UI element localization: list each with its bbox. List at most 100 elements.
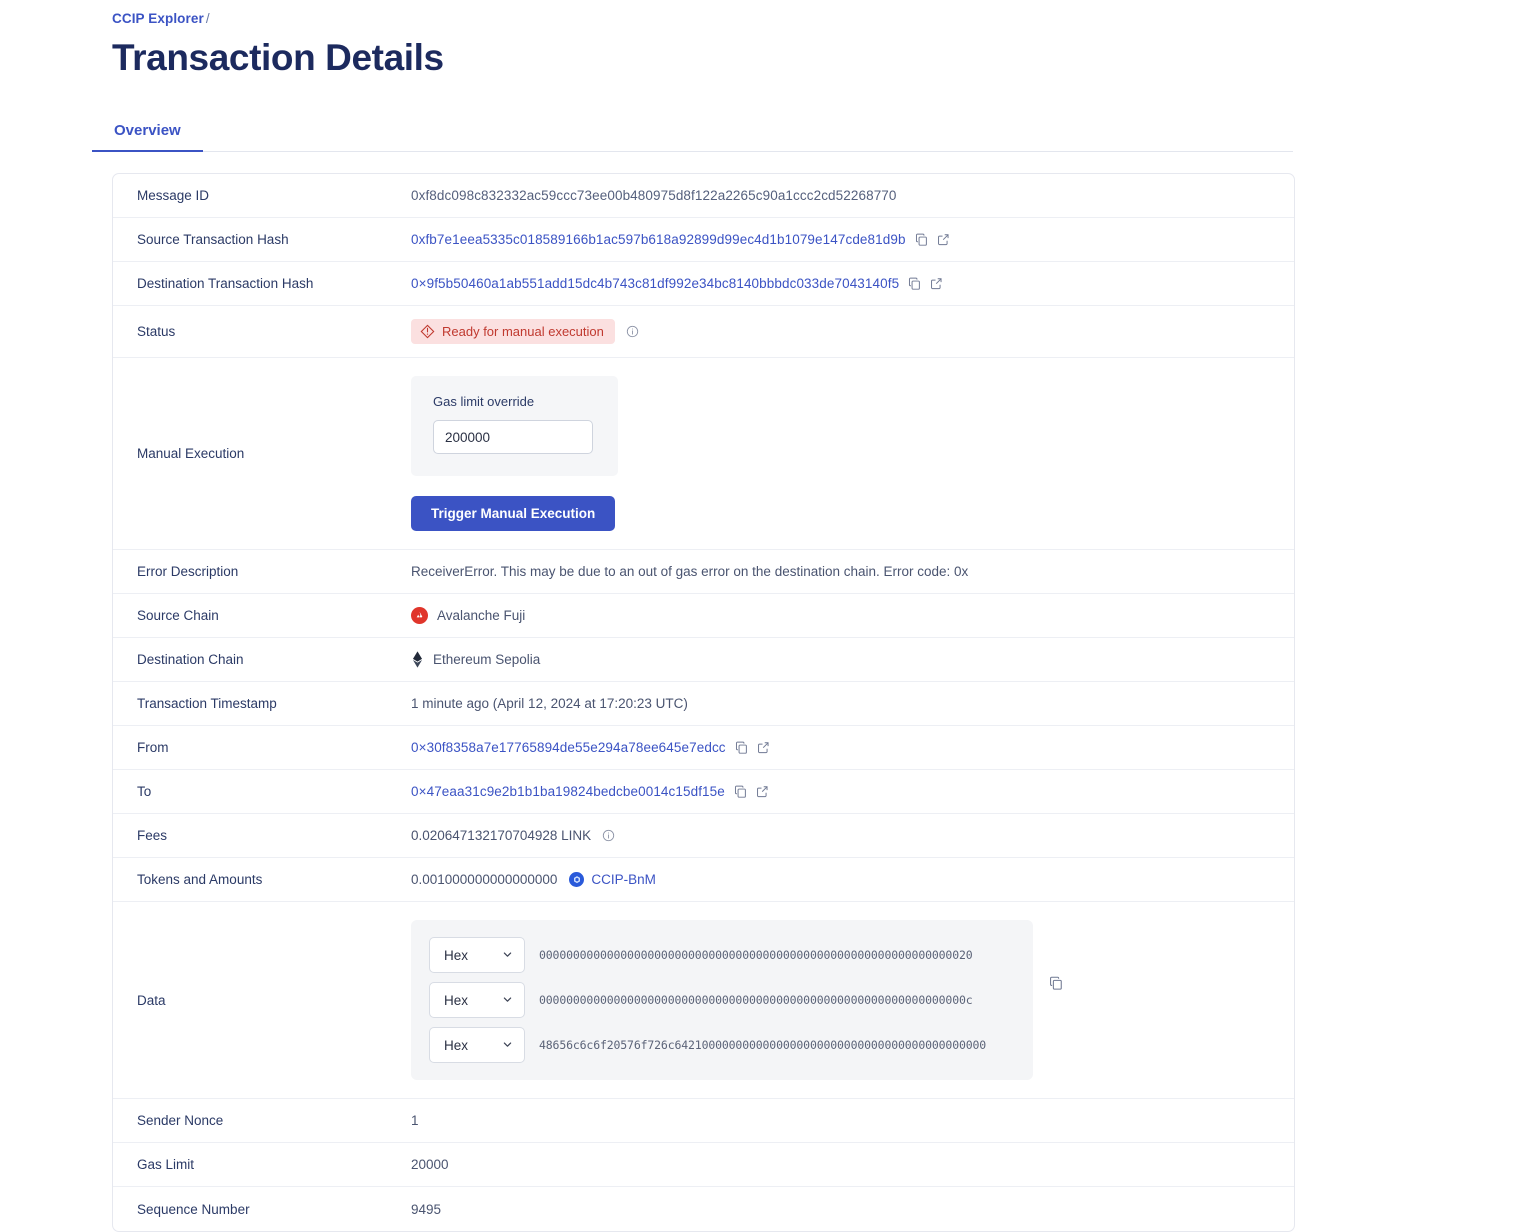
row-label: Status — [137, 324, 176, 339]
row-label: Sender Nonce — [137, 1113, 224, 1128]
ccip-bnm-token-icon — [569, 872, 585, 887]
table-row-transaction-timestamp: Transaction Timestamp 1 minute ago (Apri… — [113, 682, 1294, 726]
row-value: 0xfb7e1eea5335c018589166b1ac597b618a9289… — [411, 219, 1294, 260]
row-value: Ethereum Sepolia — [411, 638, 1294, 681]
hex-value-1: 0000000000000000000000000000000000000000… — [539, 993, 973, 1007]
ccip-bnm-token-link[interactable]: CCIP-BnM — [591, 872, 656, 887]
destination-chain-label: Ethereum Sepolia — [433, 652, 541, 667]
breadcrumb-link-ccip-explorer[interactable]: CCIP Explorer — [112, 11, 204, 26]
row-label: Fees — [137, 828, 168, 843]
gas-limit-label: Gas limit override — [433, 394, 535, 409]
external-link-icon[interactable] — [756, 785, 769, 798]
table-row-from: From 0×30f8358a7e17765894de55e294a78ee64… — [113, 726, 1294, 770]
row-label: Data — [137, 992, 166, 1008]
hex-format-label: Hex — [444, 947, 469, 963]
hex-row: Hex 48656c6c6f20576f726c6421000000000000… — [429, 1027, 1015, 1063]
copy-icon[interactable] — [734, 785, 747, 798]
table-row-fees: Fees 0.020647132170704928 LINK — [113, 814, 1294, 858]
sequence-number-value: 9495 — [411, 1201, 442, 1217]
table-row-sender-nonce: Sender Nonce 1 — [113, 1099, 1294, 1143]
destination-tx-hash-link[interactable]: 0×9f5b50460a1ab551add15dc4b743c81df992e3… — [411, 276, 900, 291]
tab-bar: Overview — [92, 116, 1293, 152]
hex-format-label: Hex — [444, 1037, 469, 1053]
gas-limit-value: 20000 — [411, 1157, 449, 1172]
sender-nonce-value: 1 — [411, 1113, 419, 1128]
row-label: To — [137, 784, 152, 799]
row-label: Source Chain — [137, 608, 219, 623]
fees-value: 0.020647132170704928 LINK — [411, 828, 592, 843]
row-value: 1 minute ago (April 12, 2024 at 17:20:23… — [411, 683, 1294, 724]
source-chain: Avalanche Fuji — [411, 607, 525, 624]
copy-icon[interactable] — [908, 277, 921, 290]
table-row-tokens-and-amounts: Tokens and Amounts 0.001000000000000000 … — [113, 858, 1294, 902]
breadcrumb: CCIP Explorer / — [112, 0, 1514, 26]
row-value: 0×47eaa31c9e2b1b1ba19824bedcbe0014c15df1… — [411, 771, 1294, 812]
row-value: 0xf8dc098c832332ac59ccc73ee00b480975d8f1… — [411, 175, 1294, 216]
row-value: Gas limit override Trigger Manual Execut… — [411, 358, 1294, 549]
table-row-source-chain: Source Chain Avalanche Fuji — [113, 594, 1294, 638]
copy-icon[interactable] — [915, 233, 928, 246]
chevron-down-icon — [502, 993, 513, 1008]
hex-row: Hex 000000000000000000000000000000000000… — [429, 937, 1015, 973]
row-value: Hex 000000000000000000000000000000000000… — [411, 902, 1294, 1098]
info-icon[interactable] — [602, 829, 615, 842]
to-address-link[interactable]: 0×47eaa31c9e2b1b1ba19824bedcbe0014c15df1… — [411, 784, 725, 799]
trigger-manual-execution-button[interactable]: Trigger Manual Execution — [411, 496, 616, 531]
table-row-sequence-number: Sequence Number 9495 — [113, 1187, 1294, 1231]
tab-overview[interactable]: Overview — [92, 116, 203, 152]
hex-format-select-0[interactable]: Hex — [429, 937, 525, 973]
breadcrumb-separator: / — [205, 11, 210, 26]
table-row-source-tx-hash: Source Transaction Hash 0xfb7e1eea5335c0… — [113, 218, 1294, 262]
table-row-gas-limit: Gas Limit 20000 — [113, 1143, 1294, 1187]
chevron-down-icon — [502, 948, 513, 963]
hex-format-label: Hex — [444, 992, 469, 1008]
row-value: 9495 — [411, 1189, 1294, 1230]
source-chain-label: Avalanche Fuji — [437, 608, 526, 623]
row-value: 0.001000000000000000 CCIP-BnM — [411, 859, 1294, 900]
row-value: 20000 — [411, 1144, 1294, 1185]
copy-icon[interactable] — [1049, 976, 1063, 993]
token-amount-value: 0.001000000000000000 — [411, 872, 558, 887]
gas-limit-panel: Gas limit override — [411, 376, 618, 476]
external-link-icon[interactable] — [937, 233, 950, 246]
table-row-to: To 0×47eaa31c9e2b1b1ba19824bedcbe0014c15… — [113, 770, 1294, 814]
row-label: Transaction Timestamp — [137, 696, 277, 711]
destination-chain: Ethereum Sepolia — [411, 651, 540, 668]
info-icon[interactable] — [626, 325, 639, 338]
hex-value-2: 48656c6c6f20576f726c64210000000000000000… — [539, 1038, 987, 1052]
hex-format-select-1[interactable]: Hex — [429, 982, 525, 1018]
row-label: Message ID — [137, 188, 210, 203]
source-tx-hash-link[interactable]: 0xfb7e1eea5335c018589166b1ac597b618a9289… — [411, 232, 906, 247]
row-value: 0×30f8358a7e17765894de55e294a78ee645e7ed… — [411, 727, 1294, 768]
table-row-message-id: Message ID 0xf8dc098c832332ac59ccc73ee00… — [113, 174, 1294, 218]
row-label: Destination Chain — [137, 652, 244, 667]
from-address-link[interactable]: 0×30f8358a7e17765894de55e294a78ee645e7ed… — [411, 740, 726, 755]
avalanche-icon — [411, 607, 428, 624]
transaction-details-table: Message ID 0xf8dc098c832332ac59ccc73ee00… — [112, 173, 1295, 1232]
page-title: Transaction Details — [112, 37, 444, 78]
alert-diamond-icon — [420, 324, 435, 339]
data-block: Hex 000000000000000000000000000000000000… — [411, 920, 1274, 1080]
message-id-value: 0xf8dc098c832332ac59ccc73ee00b480975d8f1… — [411, 188, 897, 203]
chevron-down-icon — [502, 1038, 513, 1053]
row-label: Gas Limit — [137, 1157, 195, 1172]
external-link-icon[interactable] — [930, 277, 943, 290]
status-badge: Ready for manual execution — [411, 319, 615, 344]
row-value: Ready for manual execution — [411, 306, 1294, 357]
table-row-manual-execution: Manual Execution Gas limit override Trig… — [113, 358, 1294, 550]
table-row-status: Status Ready for manual execution — [113, 306, 1294, 358]
row-label: Tokens and Amounts — [137, 872, 263, 887]
copy-icon[interactable] — [735, 741, 748, 754]
row-label: Source Transaction Hash — [137, 232, 289, 247]
hex-format-select-2[interactable]: Hex — [429, 1027, 525, 1063]
row-label: Error Description — [137, 564, 239, 579]
external-link-icon[interactable] — [757, 741, 770, 754]
transaction-timestamp-value: 1 minute ago (April 12, 2024 at 17:20:23… — [411, 696, 688, 711]
status-badge-label: Ready for manual execution — [442, 324, 604, 339]
row-value: 0×9f5b50460a1ab551add15dc4b743c81df992e3… — [411, 263, 1294, 304]
hex-value-0: 0000000000000000000000000000000000000000… — [539, 948, 973, 962]
gas-limit-input[interactable] — [433, 420, 593, 454]
error-description-value: ReceiverError. This may be due to an out… — [411, 564, 969, 579]
ethereum-icon — [411, 651, 424, 668]
row-label: Destination Transaction Hash — [137, 276, 314, 291]
